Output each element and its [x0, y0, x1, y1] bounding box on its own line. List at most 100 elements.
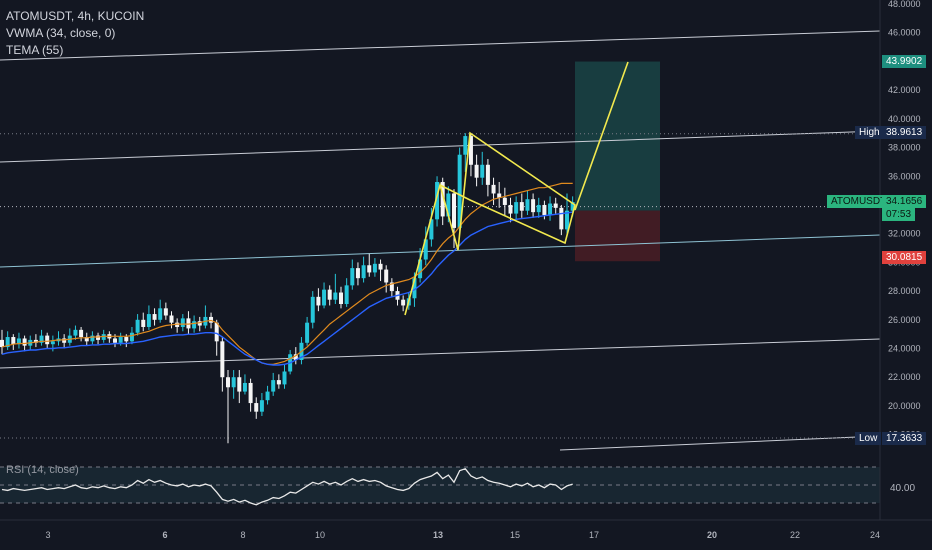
candle-body — [446, 193, 451, 217]
candle-body — [565, 210, 569, 230]
candle-body — [514, 202, 519, 214]
candle-body — [389, 282, 394, 292]
candle-body — [372, 263, 377, 273]
x-tick-label: 22 — [790, 530, 800, 540]
target-zone — [575, 61, 660, 211]
time-axis[interactable]: 3 6 8 10 13 15 17 20 22 24 — [0, 519, 932, 540]
channel-upper-line — [0, 30, 881, 61]
candle-body — [452, 193, 456, 228]
candle-body — [350, 268, 355, 286]
countdown-tag: 07:53 — [882, 208, 916, 221]
pattern-outline — [404, 131, 576, 316]
candle-body — [548, 203, 553, 216]
candle-body — [192, 321, 197, 329]
candle-body — [322, 289, 327, 306]
vwma-line — [1, 182, 573, 365]
candle-body — [491, 184, 496, 194]
x-tick-label: 3 — [45, 530, 50, 540]
high-label-tag: High — [855, 126, 884, 139]
symbol-title[interactable]: ATOMUSDT, 4h, KUCOIN — [6, 9, 145, 23]
low-label-tag: Low — [855, 432, 882, 445]
candle-body — [118, 337, 123, 343]
candle-body — [310, 296, 315, 323]
x-tick-label: 8 — [240, 530, 245, 540]
pattern-drawing — [404, 61, 629, 316]
candle-body — [22, 338, 27, 346]
rsi-legend: RSI (14, close) — [6, 462, 79, 479]
candle-body — [209, 316, 214, 323]
candle-body — [435, 182, 440, 220]
target-price-tag: 43.9902 — [882, 55, 927, 68]
candle-body — [180, 318, 185, 327]
candle-body — [271, 380, 276, 392]
candle-body — [254, 403, 259, 412]
y-tick-label: 42.0000 — [888, 85, 921, 95]
candle-body — [305, 322, 310, 343]
rsi-label[interactable]: RSI (14, close) — [6, 464, 79, 476]
x-tick-label: 24 — [870, 530, 880, 540]
x-tick-label: 6 — [162, 530, 167, 540]
y-tick-label: 36.0000 — [888, 171, 921, 181]
y-tick-label: 46.0000 — [888, 28, 921, 38]
low-price-tag: 17.3633 — [882, 432, 927, 445]
candle-body — [440, 182, 445, 217]
candle-body — [384, 269, 389, 283]
candle-body — [259, 400, 264, 412]
last-price-tag: 34.1656 — [882, 195, 927, 208]
candle-body — [485, 164, 490, 185]
candle-body — [197, 321, 202, 326]
candle-body — [0, 339, 4, 348]
candle-body — [355, 268, 360, 279]
candle-body — [276, 380, 281, 385]
tema-line — [1, 211, 573, 366]
position-zones — [575, 61, 660, 262]
candle-body — [339, 292, 343, 305]
candle-body — [220, 341, 225, 378]
candle-body — [146, 314, 151, 327]
channel-lower-line — [0, 338, 881, 369]
candle-body — [141, 319, 146, 327]
candle-body — [463, 136, 468, 155]
candle-body — [468, 136, 473, 165]
candle-body — [73, 329, 78, 336]
candle-body — [84, 337, 89, 342]
y-tick-label: 48.0000 — [888, 0, 921, 9]
candle-body — [62, 338, 67, 343]
rsi-pane — [0, 466, 880, 506]
candle-body — [135, 319, 140, 333]
candle-body — [378, 263, 383, 270]
candle-body — [214, 322, 219, 342]
candle-body — [158, 308, 163, 320]
candle-body — [508, 204, 513, 214]
moving-averages — [1, 182, 573, 366]
vwma-label[interactable]: VWMA (34, close, 0) — [6, 26, 116, 40]
channel-bottom-line — [559, 435, 881, 451]
candle-body — [542, 204, 547, 216]
candle-body — [265, 391, 270, 401]
candle-body — [531, 199, 536, 213]
x-tick-label: 10 — [315, 530, 325, 540]
candle-body — [186, 318, 191, 329]
rsi-level-label: 40.00 — [890, 483, 916, 494]
candle-body — [33, 339, 38, 343]
y-tick-label: 32.0000 — [888, 229, 921, 239]
chart-legend: ATOMUSDT, 4h, KUCOIN VWMA (34, close, 0)… — [6, 8, 144, 59]
tema-label[interactable]: TEMA (55) — [6, 43, 64, 57]
candle-body — [293, 354, 298, 360]
candle-body — [570, 202, 575, 211]
candle-body — [502, 197, 507, 205]
x-tick-label: 17 — [589, 530, 599, 540]
stop-price-tag: 30.0815 — [882, 251, 927, 264]
candle-body — [79, 329, 84, 338]
candle-body — [401, 299, 406, 306]
candle-body — [124, 337, 129, 342]
x-tick-label: 20 — [707, 530, 717, 540]
y-tick-label: 28.0000 — [888, 286, 921, 296]
candle-body — [163, 308, 168, 316]
x-tick-label: 15 — [510, 530, 520, 540]
rsi-line — [1, 468, 573, 506]
x-tick-label: 13 — [433, 530, 443, 540]
candle-body — [480, 164, 485, 178]
